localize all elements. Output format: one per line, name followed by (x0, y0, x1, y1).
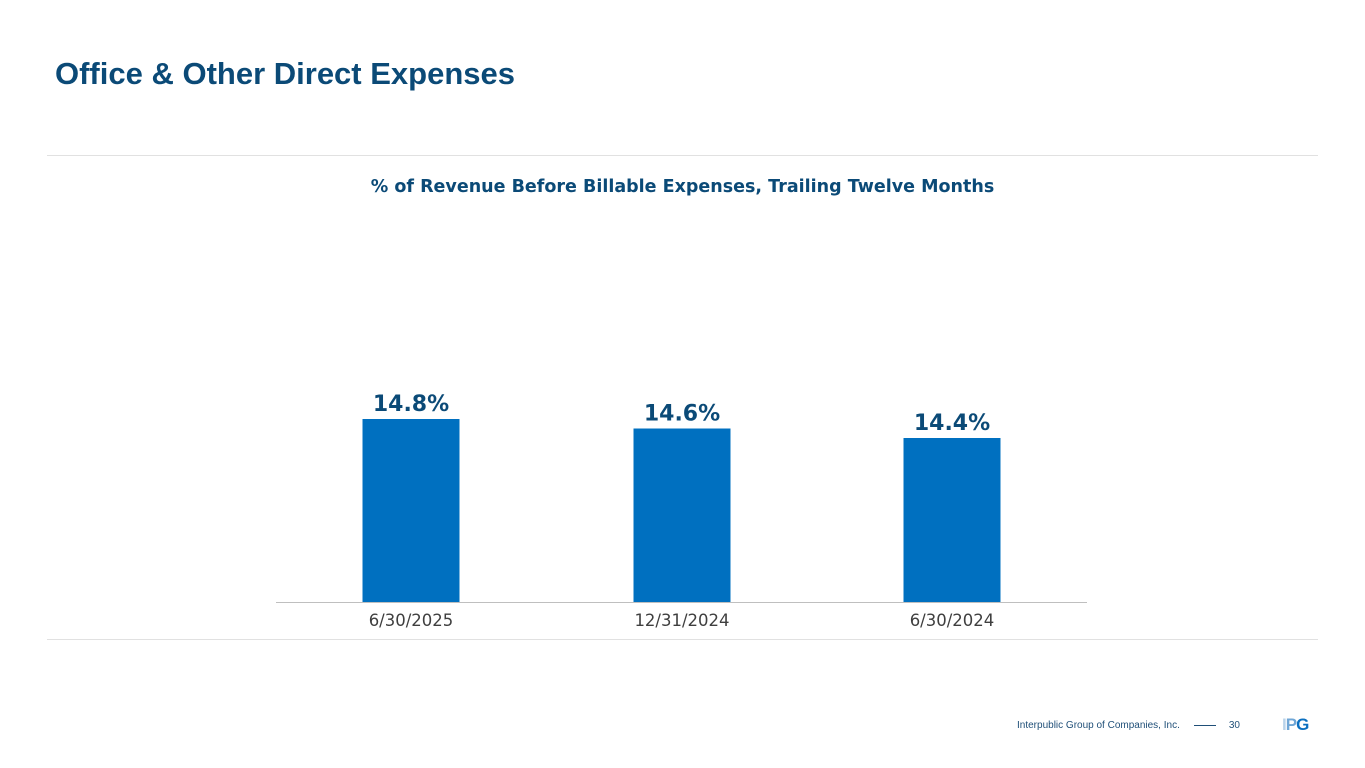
bottom-divider (47, 639, 1318, 640)
bar-2 (633, 428, 731, 602)
x-tick-label-2: 12/31/2024 (634, 611, 729, 630)
logo-letter-g: G (1296, 715, 1309, 734)
data-label-1: 14.8% (373, 392, 449, 417)
page-number: 30 (1228, 719, 1240, 731)
footer-rule (1193, 724, 1216, 726)
footer-company: Interpublic Group of Companies, Inc. (1017, 719, 1180, 731)
top-divider (47, 155, 1318, 156)
bar-1 (362, 419, 460, 602)
x-tick-label-3: 6/30/2024 (910, 611, 995, 630)
logo-letter-i: I (1282, 715, 1287, 734)
x-tick-label-1: 6/30/2025 (369, 611, 454, 630)
data-label-2: 14.6% (644, 402, 720, 427)
ipg-logo: IPG (1282, 715, 1309, 735)
bar-3 (903, 438, 1001, 602)
slide-title: Office & Other Direct Expenses (55, 56, 515, 91)
data-label-3: 14.4% (914, 411, 990, 436)
footer: Interpublic Group of Companies, Inc. 30 (1017, 717, 1240, 733)
chart-title: % of Revenue Before Billable Expenses, T… (370, 177, 995, 197)
logo-letter-p: P (1285, 715, 1297, 734)
